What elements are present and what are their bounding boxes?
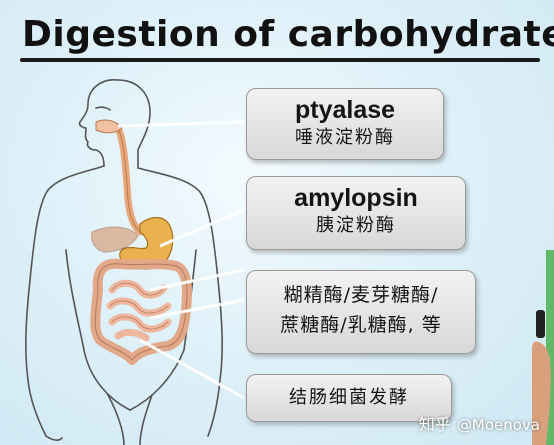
callout-amylopsin: amylopsin 胰淀粉酶 xyxy=(246,176,466,250)
pointer-colon xyxy=(139,338,245,400)
pointer-mouth xyxy=(117,120,245,128)
slide-title: Digestion of carbohydrates xyxy=(22,14,554,55)
callout-colon-bacteria: 结肠细菌发酵 xyxy=(246,374,452,422)
title-underline xyxy=(20,58,540,62)
pointer-stomach xyxy=(159,208,245,248)
colon-bacteria-text: 结肠细菌发酵 xyxy=(289,387,409,408)
liver xyxy=(91,226,139,253)
watermark-handle: @Moenova xyxy=(456,416,540,434)
intestinal-enzymes-line2: 蔗糖酶/乳糖酶, 等 xyxy=(280,314,442,336)
esophagus xyxy=(114,124,144,236)
callout-intestinal-enzymes: 糊精酶/麦芽糖酶/ 蔗糖酶/乳糖酶, 等 xyxy=(246,270,476,354)
amylopsin-chinese: 胰淀粉酶 xyxy=(316,215,396,236)
pointer-lines xyxy=(117,120,245,400)
body-outline xyxy=(25,79,223,445)
oral-cavity xyxy=(95,119,123,134)
callout-ptyalase: ptyalase 唾液淀粉酶 xyxy=(246,88,444,160)
pointer-small-intestine-1 xyxy=(149,268,245,292)
pointer-small-intestine-2 xyxy=(149,298,245,320)
watermark-brand: 知乎 xyxy=(418,415,451,434)
intestinal-enzymes-line1: 糊精酶/麦芽糖酶/ xyxy=(283,284,439,306)
presenter-hand xyxy=(532,250,554,445)
ptyalase-name: ptyalase xyxy=(294,96,396,124)
watermark: 知乎 @Moenova xyxy=(419,411,540,435)
small-intestine xyxy=(106,279,172,342)
ptyalase-chinese: 唾液淀粉酶 xyxy=(295,127,395,148)
amylopsin-name: amylopsin xyxy=(294,184,418,212)
